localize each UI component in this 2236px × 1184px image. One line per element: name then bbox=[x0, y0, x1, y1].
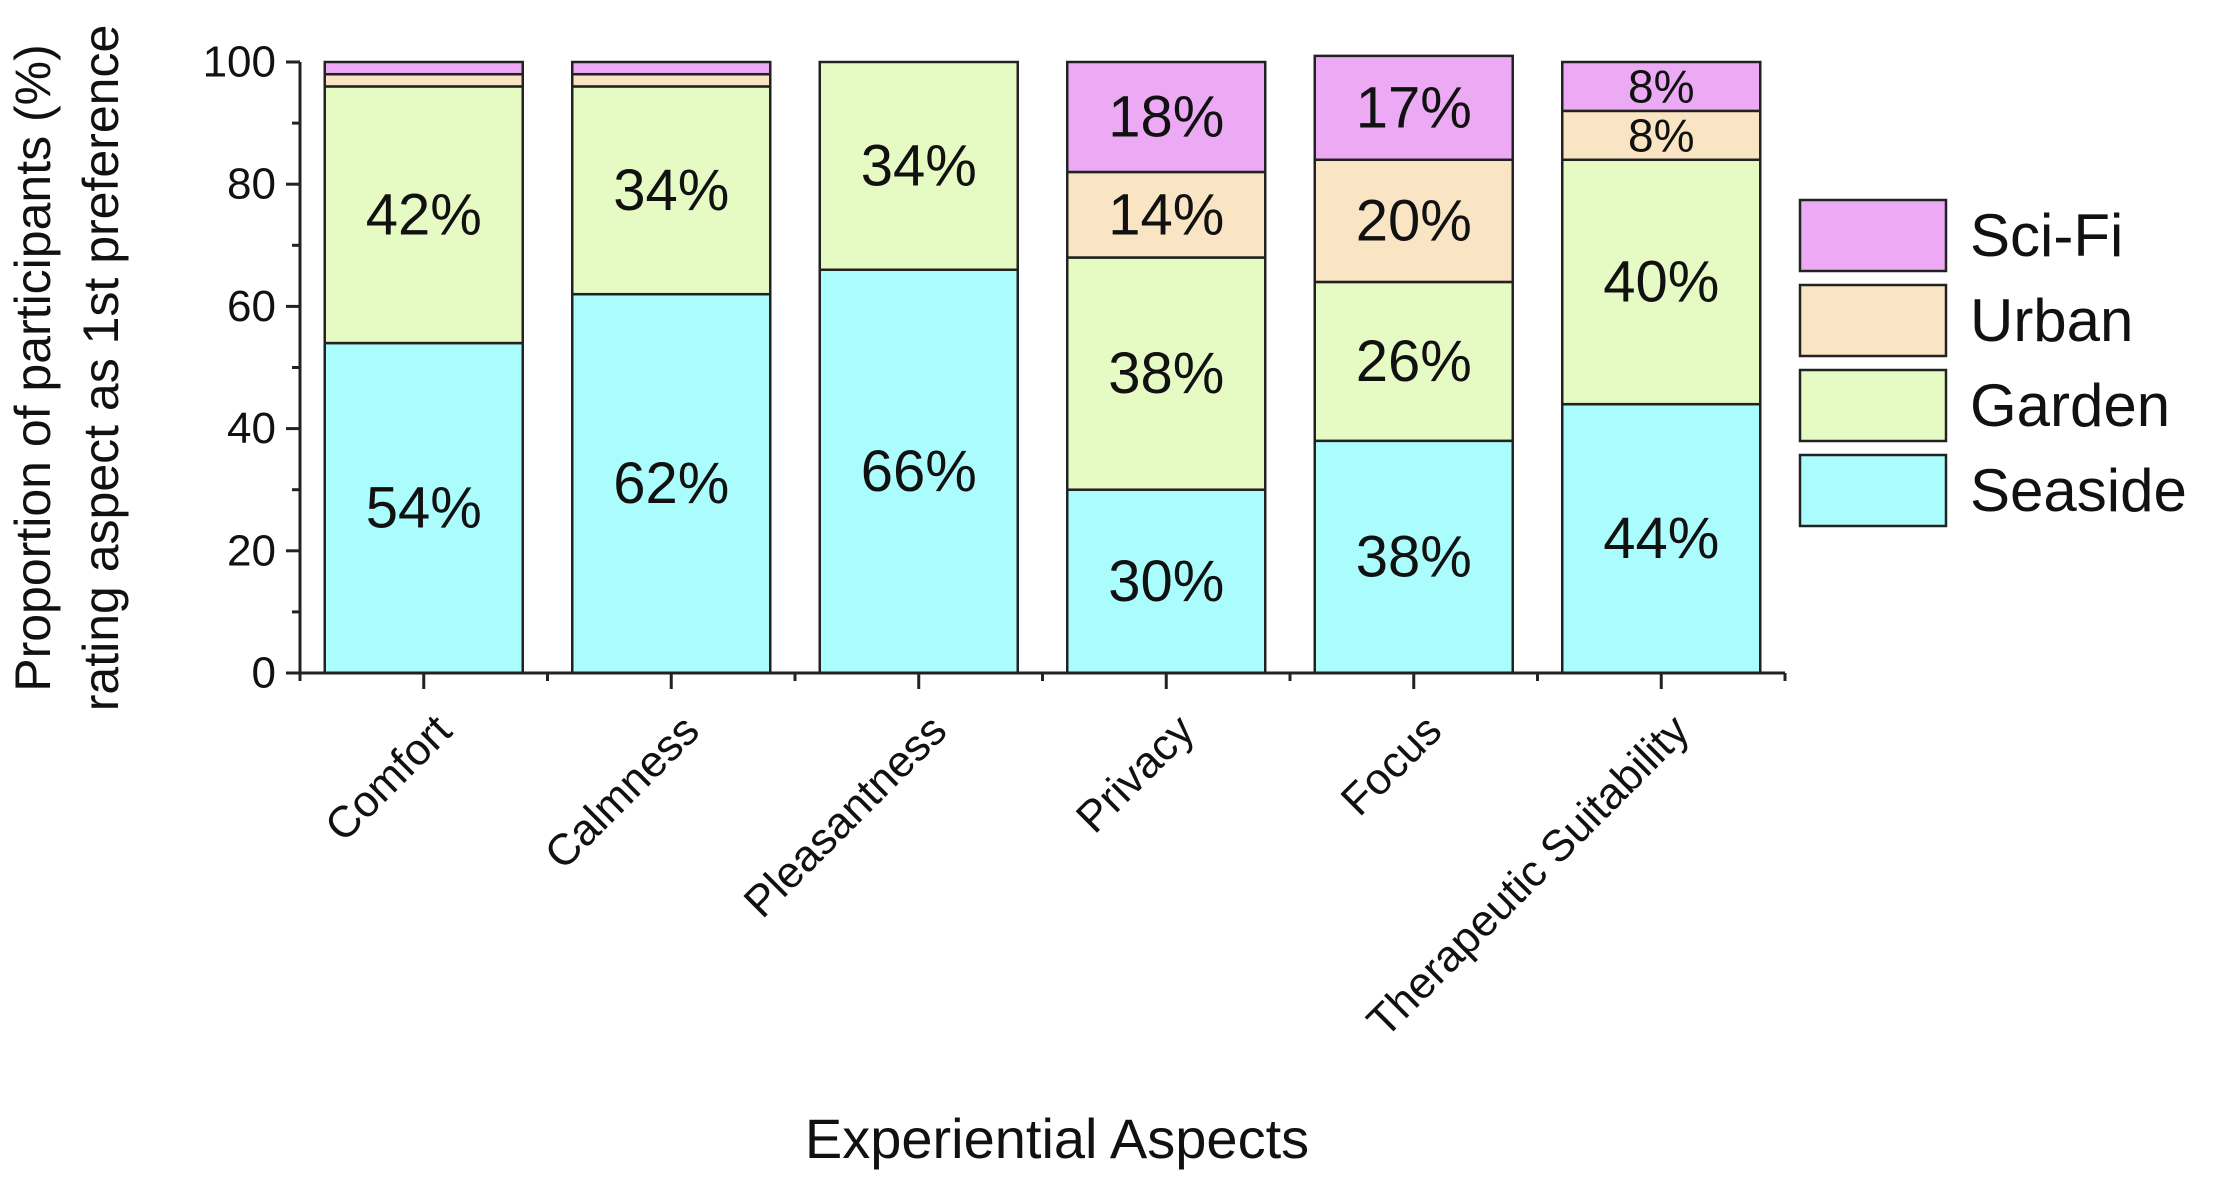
legend-label-urban: Urban bbox=[1970, 287, 2133, 354]
x-category-label: Calmness bbox=[536, 706, 709, 879]
bar-segment-urban-calmness bbox=[571, 72, 772, 88]
data-label-garden-privacy: 38% bbox=[1108, 341, 1224, 406]
data-label-garden-calmness: 34% bbox=[613, 158, 729, 223]
x-category-label: Focus bbox=[1332, 706, 1451, 825]
x-ticks-group: Comfort Calmness Pleasantness Privacy FocusT… bbox=[298, 673, 1787, 1046]
bar-segment-sci-fi-therapeutic-suitability bbox=[1561, 60, 1762, 113]
y-tick-label: 20 bbox=[227, 526, 276, 575]
data-label-seaside-pleasantness: 66% bbox=[861, 439, 977, 504]
bar-segment-garden-therapeutic-suitability bbox=[1561, 158, 1762, 406]
data-label-garden-comfort: 42% bbox=[366, 182, 482, 247]
data-label-seaside-focus: 38% bbox=[1356, 524, 1472, 589]
data-label-garden-therapeutic-suitability: 40% bbox=[1603, 249, 1719, 314]
bar-segment-urban-focus bbox=[1313, 158, 1514, 284]
legend-swatch-sci-fi bbox=[1798, 198, 1948, 273]
bars-group bbox=[323, 54, 1762, 675]
legend-label-sci-fi: Sci-Fi bbox=[1970, 202, 2123, 269]
y-tick-label: 0 bbox=[252, 649, 276, 698]
data-label-urban-therapeutic-suitability: 8% bbox=[1628, 109, 1694, 161]
data-label-sci-fi-therapeutic-suitability: 8% bbox=[1628, 60, 1694, 112]
segment-labels-group: 54% 42% 62% 34% 66% 34% 30% 38% 14% 18% 38% 26% 20% 1… bbox=[366, 60, 1720, 613]
bar-segment-garden-pleasantness bbox=[818, 60, 1019, 271]
bar-segment-urban-therapeutic-suitability bbox=[1561, 109, 1762, 162]
legend-swatch-urban bbox=[1798, 283, 1948, 358]
bar-segment-garden-comfort bbox=[323, 85, 524, 345]
bar-segment-garden-focus bbox=[1313, 280, 1514, 443]
y-tick-label: 80 bbox=[227, 160, 276, 209]
x-category-label: Pleasantness bbox=[735, 706, 956, 927]
bar-segment-sci-fi-calmness bbox=[571, 60, 772, 76]
bar-segment-seaside-pleasantness bbox=[818, 268, 1019, 675]
y-ticks-group: 0 20 40 60 80 100 bbox=[203, 38, 300, 698]
x-axis-title: Experiential Aspects bbox=[805, 1107, 1309, 1170]
bar-segment-garden-privacy bbox=[1066, 256, 1267, 491]
bar-segment-sci-fi-focus bbox=[1313, 54, 1514, 162]
data-label-urban-privacy: 14% bbox=[1108, 182, 1224, 247]
data-label-seaside-privacy: 30% bbox=[1108, 549, 1224, 614]
data-label-sci-fi-focus: 17% bbox=[1356, 75, 1472, 140]
legend-label-garden: Garden bbox=[1970, 372, 2170, 439]
data-label-garden-focus: 26% bbox=[1356, 329, 1472, 394]
y-axis-title-line1: Proportion of participants (%) bbox=[5, 44, 61, 692]
x-category-label: Comfort bbox=[316, 706, 461, 851]
legend-swatch-garden bbox=[1798, 368, 1948, 443]
bar-segment-seaside-therapeutic-suitability bbox=[1561, 402, 1762, 675]
data-label-sci-fi-privacy: 18% bbox=[1108, 84, 1224, 149]
y-axis-title-line2: rating aspect as 1st preference bbox=[73, 25, 129, 712]
bar-segment-garden-calmness bbox=[571, 85, 772, 296]
x-category-label: Privacy bbox=[1067, 706, 1204, 843]
legend: Sci-Fi Urban Garden Seaside bbox=[1798, 198, 2187, 528]
bar-segment-urban-privacy bbox=[1066, 170, 1267, 259]
bar-segment-sci-fi-privacy bbox=[1066, 60, 1267, 174]
bar-segment-sci-fi-comfort bbox=[323, 60, 524, 76]
data-label-urban-focus: 20% bbox=[1356, 188, 1472, 253]
bar-segment-seaside-comfort bbox=[323, 341, 524, 675]
data-label-seaside-calmness: 62% bbox=[613, 451, 729, 516]
y-tick-label: 100 bbox=[203, 38, 276, 87]
y-tick-label: 40 bbox=[227, 404, 276, 453]
bar-segment-urban-comfort bbox=[323, 72, 524, 88]
legend-label-seaside: Seaside bbox=[1970, 457, 2187, 524]
data-label-seaside-therapeutic-suitability: 44% bbox=[1603, 506, 1719, 571]
data-label-garden-pleasantness: 34% bbox=[861, 133, 977, 198]
bar-segment-seaside-focus bbox=[1313, 439, 1514, 675]
legend-swatch-seaside bbox=[1798, 453, 1948, 528]
data-label-seaside-comfort: 54% bbox=[366, 476, 482, 541]
y-tick-label: 60 bbox=[227, 282, 276, 331]
